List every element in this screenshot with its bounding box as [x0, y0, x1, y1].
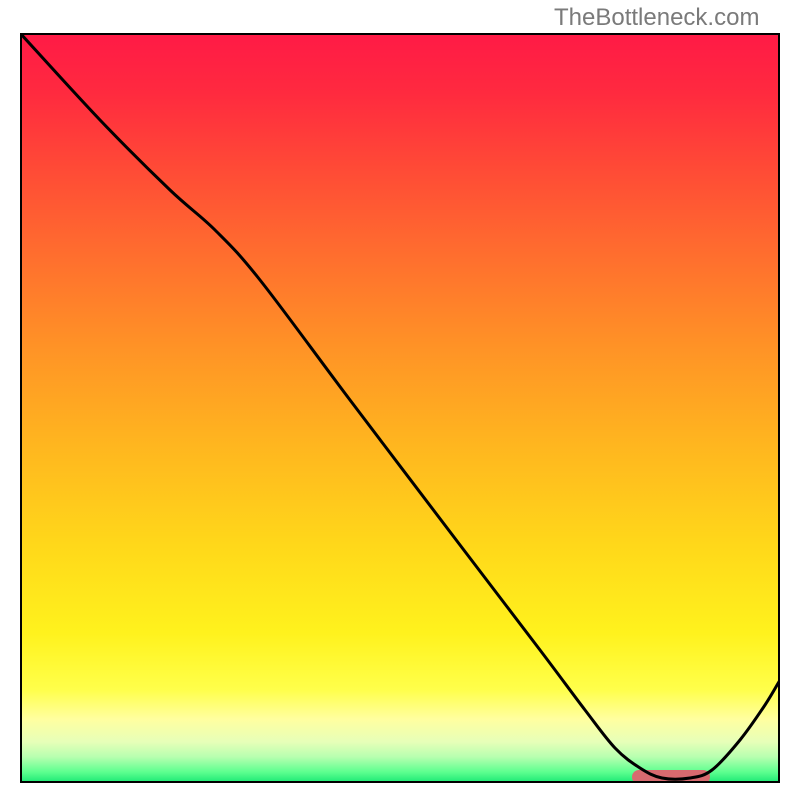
- bottleneck-chart: [20, 33, 780, 783]
- gradient-background: [20, 33, 780, 783]
- chart-svg: [20, 33, 780, 783]
- watermark-text: TheBottleneck.com: [554, 4, 759, 32]
